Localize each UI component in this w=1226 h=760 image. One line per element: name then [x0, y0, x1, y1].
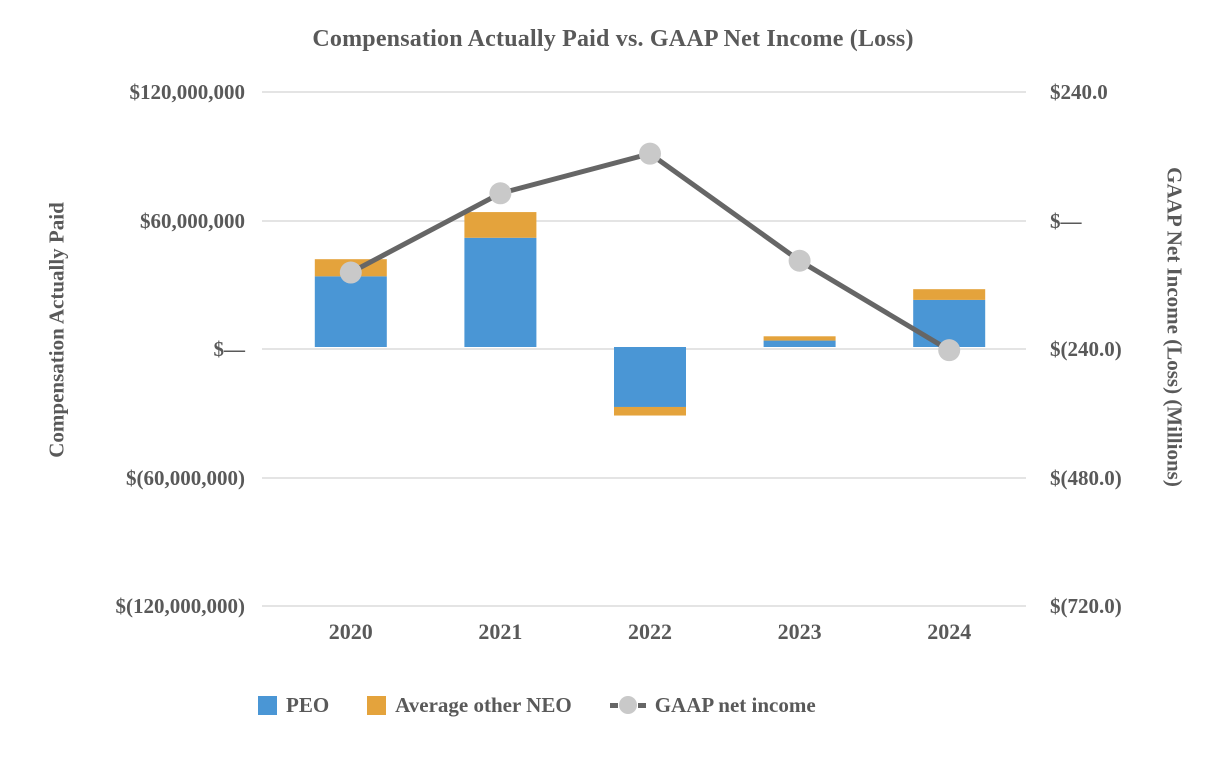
- gaap-line: [349, 150, 951, 353]
- bar-peo-2023: [763, 340, 836, 347]
- gaap-marker-2021: [489, 182, 512, 205]
- right-tick-1: $—: [1050, 209, 1082, 233]
- gaap-marker-2024: [938, 339, 961, 362]
- x-label-2023: 2023: [777, 619, 822, 644]
- x-axis-labels: 2020 2021 2022 2023 2024: [0, 619, 1226, 649]
- legend-item-0: PEO: [258, 693, 329, 718]
- bar-neo-2021: [464, 212, 537, 238]
- bar-neo-2022: [614, 406, 686, 416]
- left-tick-4: $(120,000,000): [115, 594, 246, 618]
- bar-neo-2023: [763, 336, 836, 341]
- left-tick-0: $120,000,000: [129, 80, 246, 104]
- legend: PEO Average other NEO GAAP net income: [258, 686, 816, 724]
- chart-title: Compensation Actually Paid vs. GAAP Net …: [312, 26, 914, 52]
- legend-label: GAAP net income: [654, 692, 816, 717]
- legend-item-1: Average other NEO: [367, 693, 572, 718]
- gridline-0: [262, 91, 1026, 93]
- plot-area: [314, 142, 986, 416]
- legend-swatch-icon: [367, 695, 387, 715]
- legend-line-marker-icon: [609, 695, 646, 715]
- gaap-marker-2022: [639, 142, 661, 165]
- legend-swatch-icon: [258, 695, 277, 715]
- right-axis-ticks: $240.0 $— $(240.0) $(480.0) $(720.0): [1050, 0, 1210, 760]
- left-axis-ticks: $120,000,000 $60,000,000 $— $(60,000,000) $(…: [40, 0, 246, 760]
- x-label-2024: 2024: [927, 619, 972, 644]
- right-tick-4: $(720.0): [1050, 594, 1122, 618]
- bar-peo-2024: [913, 299, 986, 347]
- x-label-2022: 2022: [628, 619, 672, 644]
- gridline-4: [262, 605, 1026, 607]
- gridline-1: [262, 220, 1026, 222]
- legend-label: PEO: [286, 692, 330, 717]
- left-tick-2: $—: [213, 337, 246, 361]
- right-tick-2: $(240.0): [1050, 337, 1122, 361]
- bar-peo-2020: [314, 276, 387, 347]
- bar-peo-2021: [464, 237, 537, 347]
- legend-label: Average other NEO: [395, 692, 572, 717]
- x-label-2021: 2021: [478, 619, 523, 644]
- x-label-2020: 2020: [328, 619, 373, 644]
- bar-peo-2022: [614, 347, 686, 407]
- right-tick-3: $(480.0): [1050, 466, 1122, 490]
- gridline-3: [262, 477, 1026, 479]
- gaap-marker-2020: [339, 261, 362, 284]
- right-tick-0: $240.0: [1050, 80, 1108, 104]
- left-tick-3: $(60,000,000): [126, 466, 245, 490]
- gaap-marker-2023: [788, 249, 811, 272]
- left-tick-1: $60,000,000: [140, 209, 245, 233]
- bar-neo-2024: [913, 289, 986, 300]
- legend-item-2: GAAP net income: [609, 692, 816, 718]
